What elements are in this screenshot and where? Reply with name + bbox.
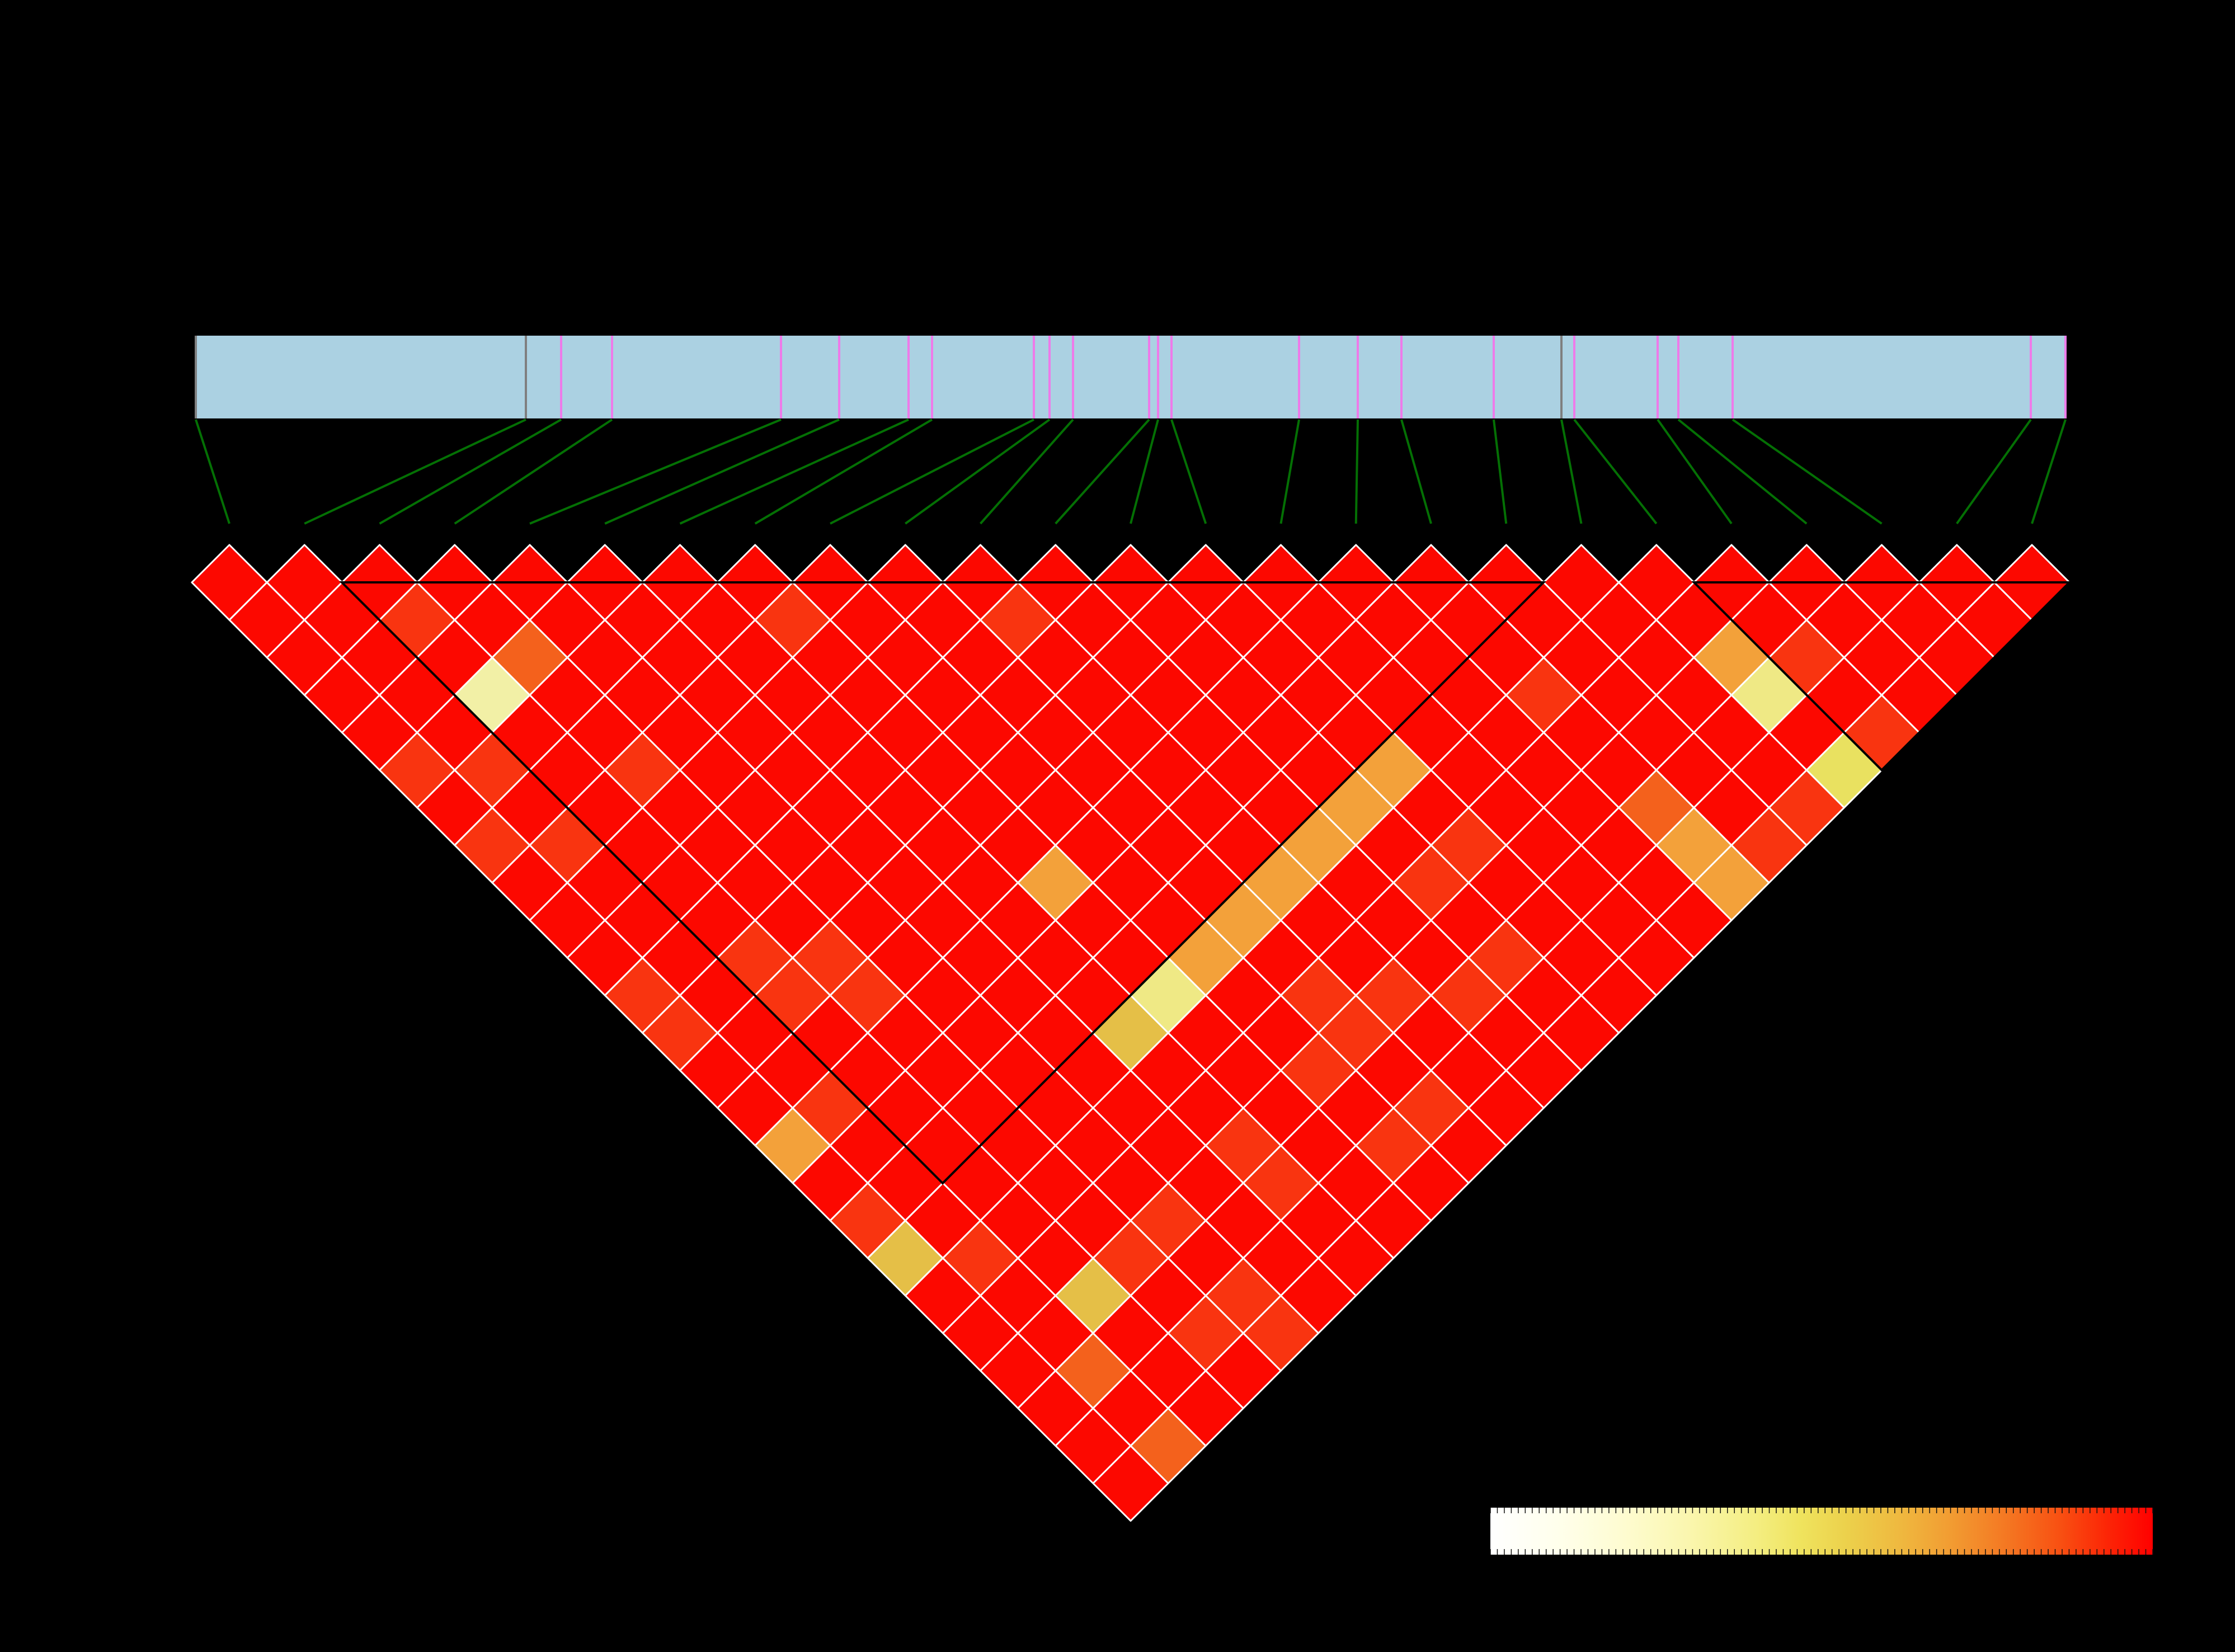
color-key — [1490, 1508, 2153, 1555]
snp-connector-line — [304, 418, 526, 525]
snp-connector-line — [1400, 419, 1432, 524]
snp-connector-line — [1573, 418, 1658, 525]
snp-connector-line — [754, 418, 933, 525]
snp-connector-line — [1354, 419, 1359, 524]
snp-connector-line — [830, 418, 1034, 525]
snp-connector-line — [604, 418, 840, 525]
snp-connector-line — [1055, 418, 1150, 525]
snp-connector-line — [905, 418, 1051, 525]
ld-block-outline — [1691, 581, 2072, 772]
snp-connector-line — [1677, 418, 1808, 525]
snp-connector-line — [1493, 419, 1508, 524]
color-key-bar — [1490, 1508, 2153, 1555]
ld-block-outlines — [339, 581, 2072, 1185]
snp-connector-line — [980, 418, 1074, 525]
snp-connector-line — [1956, 418, 2032, 525]
genomic-position-bar — [196, 336, 2065, 418]
snp-connector-line — [529, 418, 782, 525]
snp-connector-line — [1279, 419, 1300, 524]
snp-connector-line — [1657, 418, 1733, 525]
snp-connectors — [195, 418, 2067, 525]
snp-connector-line — [1731, 418, 1883, 525]
ld-block-outline — [339, 581, 1546, 1185]
genomic-track — [195, 336, 2067, 418]
snp-connector-line — [2031, 419, 2067, 524]
snp-connector-line — [1170, 419, 1207, 524]
snp-connector-line — [379, 418, 562, 525]
snp-connector-line — [195, 419, 230, 524]
snp-connector-line — [679, 418, 909, 525]
snp-connector-line — [454, 418, 613, 525]
snp-connector-line — [1560, 419, 1583, 524]
snp-connector-line — [1130, 419, 1159, 524]
